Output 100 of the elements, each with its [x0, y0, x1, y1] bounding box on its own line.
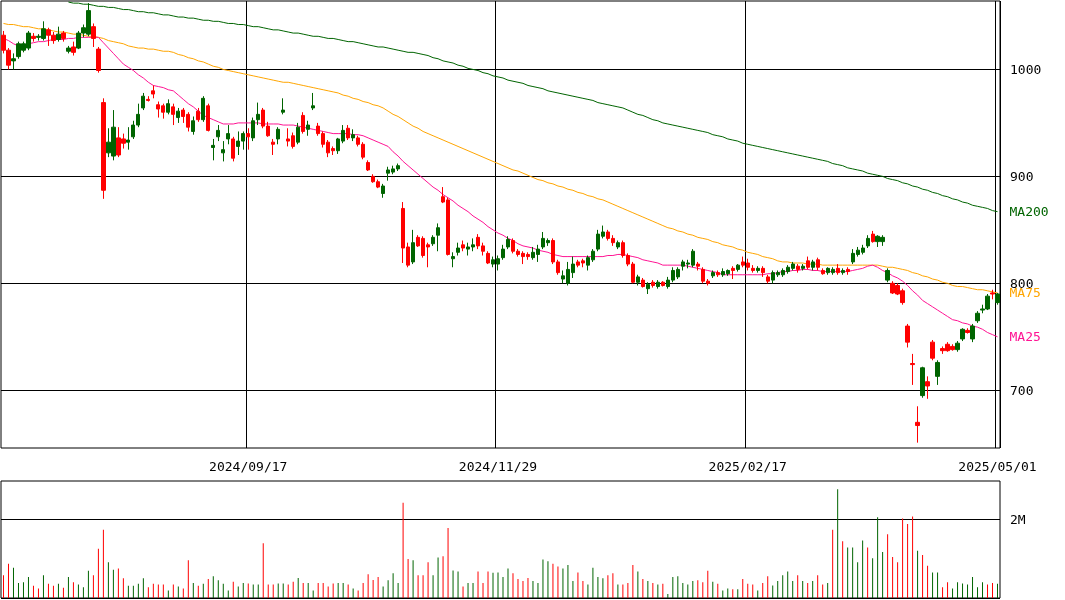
candlestick [141, 92, 145, 111]
line-series [67, 1, 998, 213]
candlestick [646, 281, 650, 295]
candlestick [66, 45, 71, 54]
candlestick [766, 274, 770, 284]
candlestick [651, 279, 655, 289]
candlestick [871, 230, 875, 244]
candlestick [965, 327, 970, 335]
candlestick [196, 107, 200, 123]
candlestick [171, 103, 175, 126]
candlestick [61, 30, 66, 43]
candlestick [506, 235, 510, 250]
candlestick [885, 267, 890, 283]
candlestick [836, 263, 840, 276]
y-tick-label: 900 [1010, 168, 1034, 184]
candlestick [246, 127, 250, 151]
candlestick [696, 261, 700, 271]
candlestick [821, 267, 825, 276]
candlestick [456, 242, 460, 257]
candlestick [251, 117, 255, 142]
candlestick [970, 323, 975, 343]
candlestick [276, 126, 280, 145]
candlestick [101, 97, 106, 200]
candlestick [211, 138, 215, 161]
candlestick [866, 234, 870, 249]
candlestick [216, 124, 220, 142]
candlestick [925, 375, 930, 400]
candlestick [816, 257, 820, 271]
candlestick [151, 84, 155, 99]
candlestick [146, 95, 150, 103]
candlestick [226, 124, 230, 145]
candlestick [920, 366, 925, 399]
candlestick [736, 263, 740, 273]
candlestick [351, 128, 355, 142]
candlestick [806, 256, 810, 270]
candlestick [31, 32, 36, 43]
candlestick [301, 111, 305, 135]
candlestick [935, 359, 940, 386]
candlestick [451, 251, 455, 268]
candlestick [661, 280, 665, 288]
candlestick [905, 323, 910, 348]
series-label: MA200 [1009, 204, 1049, 220]
candlestick [71, 41, 76, 57]
candlestick [636, 274, 640, 286]
candlestick [486, 250, 490, 265]
candlestick [930, 339, 935, 361]
candlestick [271, 138, 275, 156]
candlestick [910, 353, 915, 386]
candlestick [841, 267, 845, 276]
candlestick [711, 269, 715, 279]
x-tick-label: 2025/05/01 [958, 459, 1037, 474]
candlestick [501, 244, 505, 261]
candlestick [756, 265, 760, 274]
candlestick [641, 277, 645, 289]
series-label: MA25 [1009, 329, 1041, 345]
x-tick-label: 2024/11/29 [458, 459, 538, 474]
candlestick [256, 102, 260, 126]
candlestick [436, 222, 440, 252]
candlestick [91, 22, 96, 48]
candlestick [306, 120, 310, 137]
candlestick [995, 292, 1000, 306]
candlestick [801, 263, 805, 271]
candlestick [176, 107, 180, 124]
candlestick [191, 115, 195, 136]
candlestick [11, 52, 16, 70]
candlestick [975, 310, 980, 324]
candlestick [731, 265, 735, 280]
candlestick [231, 136, 235, 162]
candlestick [96, 46, 101, 74]
candlestick [461, 240, 465, 252]
candlestick [56, 26, 61, 43]
candlestick [915, 405, 920, 444]
candlestick [346, 124, 350, 141]
x-tick-label: 2024/09/17 [209, 459, 288, 474]
candlestick [796, 263, 800, 274]
candlestick [616, 240, 620, 250]
candlestick [166, 98, 170, 115]
candlestick [281, 97, 285, 115]
candlestick [955, 340, 960, 353]
candlestick [656, 279, 660, 290]
candlestick [960, 327, 965, 342]
candlestick [811, 259, 815, 271]
candlestick [126, 126, 130, 151]
y-tick-label: 1000 [1010, 61, 1042, 77]
candlestick [311, 92, 315, 111]
candlestick [296, 122, 300, 145]
candlestick [411, 229, 415, 265]
candlestick [431, 234, 435, 247]
candlestick [751, 264, 755, 274]
candlestick [366, 159, 370, 172]
candlestick [201, 95, 205, 123]
line-series [3, 22, 998, 294]
candlestick [381, 183, 385, 199]
candlestick [990, 289, 995, 300]
x-tick-label: 2025/02/17 [708, 459, 787, 474]
candlestick [206, 103, 210, 132]
candlestick [221, 140, 225, 162]
candlestick [846, 266, 850, 276]
candlestick [761, 265, 765, 278]
y-tick-label: 2M [1010, 511, 1026, 527]
